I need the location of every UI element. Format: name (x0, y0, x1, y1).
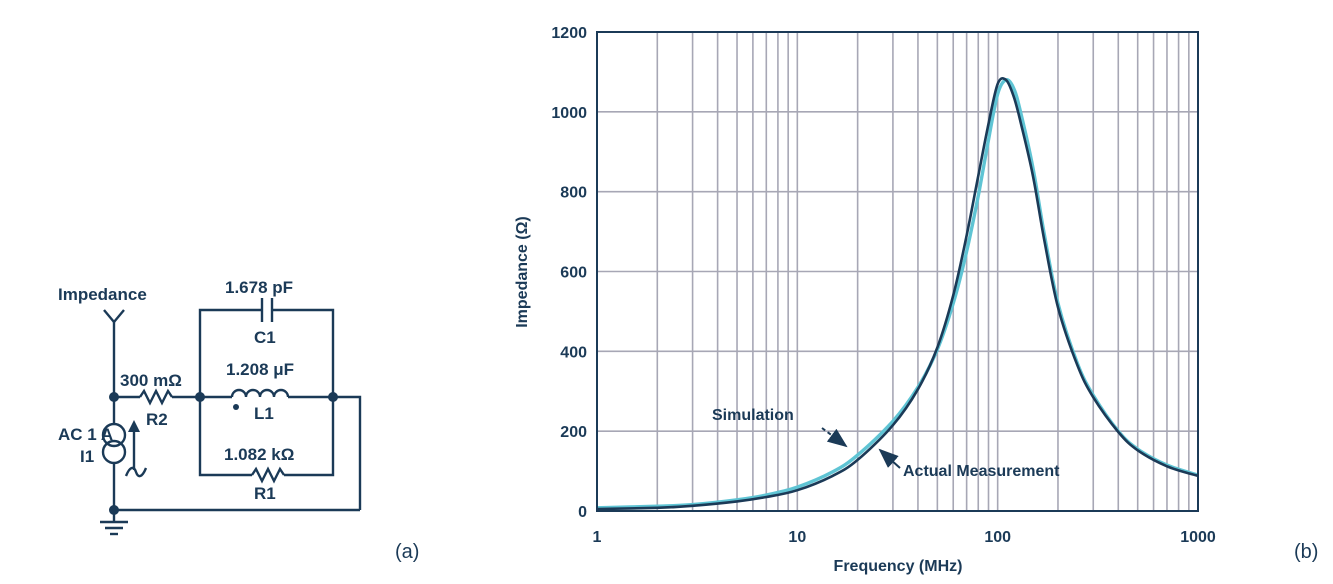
plot-frame (596, 31, 1199, 512)
x-tick-label: 100 (984, 529, 1011, 546)
y-tick-label: 0 (578, 504, 587, 521)
x-tick-label: 10 (788, 529, 806, 546)
source-name: I1 (80, 447, 94, 466)
annotation-measurement: Actual Measurement (903, 463, 1060, 480)
probe-symbol (103, 309, 125, 396)
series-line-actual-measurement (596, 77, 1199, 511)
y-tick-label: 1200 (551, 25, 587, 42)
panel-label-b: (b) (1294, 541, 1318, 563)
c1-wire-right (272, 308, 335, 397)
r1-wire-right (284, 397, 335, 477)
c1-capacitor (260, 298, 274, 322)
c1-value: 1.678 pF (225, 278, 293, 297)
l1-inductor (230, 388, 290, 398)
annotation-arrow-simulation (821, 427, 848, 448)
r2-value: 300 mΩ (120, 371, 182, 390)
y-tick-label: 600 (560, 265, 587, 282)
wire-return (333, 395, 362, 510)
l1-name: L1 (254, 404, 274, 423)
l1-polarity-dot (233, 404, 239, 410)
tick-labels: 1 10 100 1000 0 200 400 600 800 1000 1200 (551, 25, 1215, 546)
grid (597, 32, 1198, 511)
c1-name: C1 (254, 328, 276, 347)
arrow-icon (128, 420, 140, 470)
r2-name: R2 (146, 410, 168, 429)
series-line-simulation (596, 78, 1199, 510)
r1-resistor (251, 466, 285, 484)
y-tick-label: 400 (560, 344, 587, 361)
panel-label-a: (a) (395, 541, 419, 563)
series-group (596, 77, 1199, 511)
r1-name: R1 (254, 484, 276, 503)
y-tick-label: 800 (560, 185, 587, 202)
l1-value: 1.208 μF (226, 360, 294, 379)
r1-wire-left (198, 397, 252, 477)
r2-resistor (139, 388, 173, 406)
x-axis-title: Frequency (MHz) (834, 558, 963, 575)
y-tick-label: 1000 (551, 105, 587, 122)
annotations: Simulation Actual Measurement (712, 407, 1060, 480)
y-axis-title: Impedance (Ω) (514, 216, 531, 328)
c1-wire-left (198, 308, 262, 397)
ground-icon (100, 510, 128, 536)
x-tick-label: 1 (593, 529, 602, 546)
impedance-label: Impedance (58, 285, 147, 304)
y-tick-label: 200 (560, 424, 587, 441)
r1-value: 1.082 kΩ (224, 445, 294, 464)
annotation-simulation: Simulation (712, 407, 794, 424)
x-tick-label: 1000 (1180, 529, 1216, 546)
source-label: AC 1 A (58, 425, 113, 444)
ac-wave-icon (124, 466, 148, 478)
annotation-arrow-measurement (878, 448, 901, 469)
